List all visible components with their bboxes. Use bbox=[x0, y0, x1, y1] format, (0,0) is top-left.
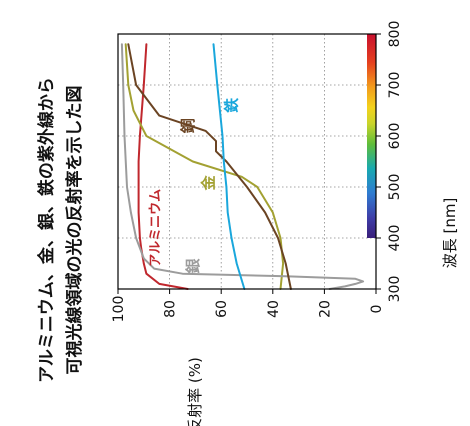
x-tick-label-800: 800 bbox=[387, 21, 403, 48]
series-label-1: 金 bbox=[199, 174, 217, 191]
y-tick-label-80: 80 bbox=[163, 300, 179, 318]
y-tick-label-40: 40 bbox=[266, 300, 282, 318]
spectrum-strip bbox=[367, 34, 376, 238]
y-tick-label-20: 20 bbox=[317, 300, 333, 318]
series-label-4: 鉄 bbox=[223, 98, 241, 113]
visible-spectrum-bar bbox=[367, 34, 376, 238]
series-label-3: 銅 bbox=[179, 118, 197, 133]
series-line-3 bbox=[127, 43, 292, 290]
x-tick-label-400: 400 bbox=[387, 225, 403, 252]
x-axis-label: 波長 [nm] bbox=[441, 198, 459, 269]
series-lines bbox=[120, 43, 365, 290]
x-tick-label-700: 700 bbox=[387, 72, 403, 99]
chart-title-line-1: アルミニウム、金、銀、鉄の紫外線から bbox=[36, 77, 57, 383]
reflectance-axis-ticks: 0 20 40 60 80 100 bbox=[111, 289, 385, 322]
x-tick-label-500: 500 bbox=[387, 174, 403, 201]
x-tick-label-300: 300 bbox=[387, 276, 403, 303]
series-line-4 bbox=[212, 43, 246, 290]
series-labels: アルミニウム 金銀 銅 鉄 bbox=[148, 98, 240, 274]
series-label-2: 銀 bbox=[184, 259, 202, 274]
y-tick-label-100: 100 bbox=[111, 296, 127, 323]
chart-title-line-2: 可視光線領域の光の反射率を示した図 bbox=[64, 86, 85, 375]
x-tick-label-600: 600 bbox=[387, 123, 403, 150]
y-axis-label: 反射率 (%) bbox=[186, 357, 204, 426]
series-label-0: アルミニウム bbox=[148, 189, 163, 267]
wavelength-axis-ticks: 300 400 500 600 700 800 bbox=[376, 21, 403, 303]
plot-frame bbox=[117, 33, 377, 290]
y-tick-label-0: 0 bbox=[369, 305, 385, 314]
series-line-0 bbox=[137, 43, 189, 290]
series-line-2 bbox=[120, 43, 365, 290]
y-tick-label-60: 60 bbox=[214, 300, 230, 318]
